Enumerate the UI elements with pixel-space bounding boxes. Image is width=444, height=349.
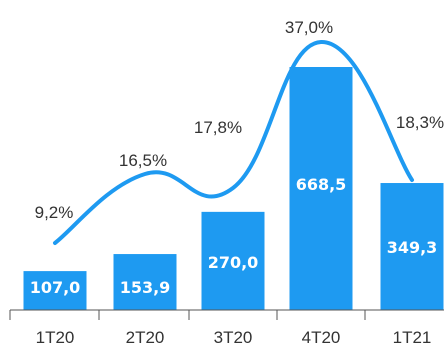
x-tick-label-4T20: 4T20 (302, 328, 341, 347)
line-value-label-2T20: 16,5% (119, 151, 167, 170)
bar-value-label-1T21: 349,3 (387, 238, 438, 257)
line-series: 9,2% 16,5% 17,8% 37,0% 18,3% (35, 18, 444, 245)
x-tick-label-3T20: 3T20 (214, 328, 253, 347)
x-tick-label-1T21: 1T21 (393, 328, 432, 347)
bar-value-label-4T20: 668,5 (296, 175, 347, 194)
bar-value-label-3T20: 270,0 (208, 253, 259, 272)
line-value-label-1T20: 9,2% (35, 203, 74, 222)
bar-1T20 (23, 271, 87, 310)
trend-line (53, 39, 414, 245)
bar-3T20 (201, 211, 265, 310)
bar-series: 107,0 153,9 270,0 668,5 349,3 (23, 67, 444, 310)
line-value-label-4T20: 37,0% (285, 18, 333, 37)
bar-value-label-1T20: 107,0 (30, 278, 81, 297)
x-axis: 1T20 2T20 3T20 4T20 1T21 (9, 309, 444, 347)
x-tick-label-1T20: 1T20 (36, 328, 75, 347)
x-tick-label-2T20: 2T20 (126, 328, 165, 347)
bar-2T20 (113, 254, 177, 310)
bar-1T21 (380, 183, 444, 310)
bar-4T20 (289, 67, 353, 310)
line-value-label-1T21: 18,3% (396, 113, 444, 132)
bar-value-label-2T20: 153,9 (120, 278, 171, 297)
line-value-label-3T20: 17,8% (194, 118, 242, 137)
